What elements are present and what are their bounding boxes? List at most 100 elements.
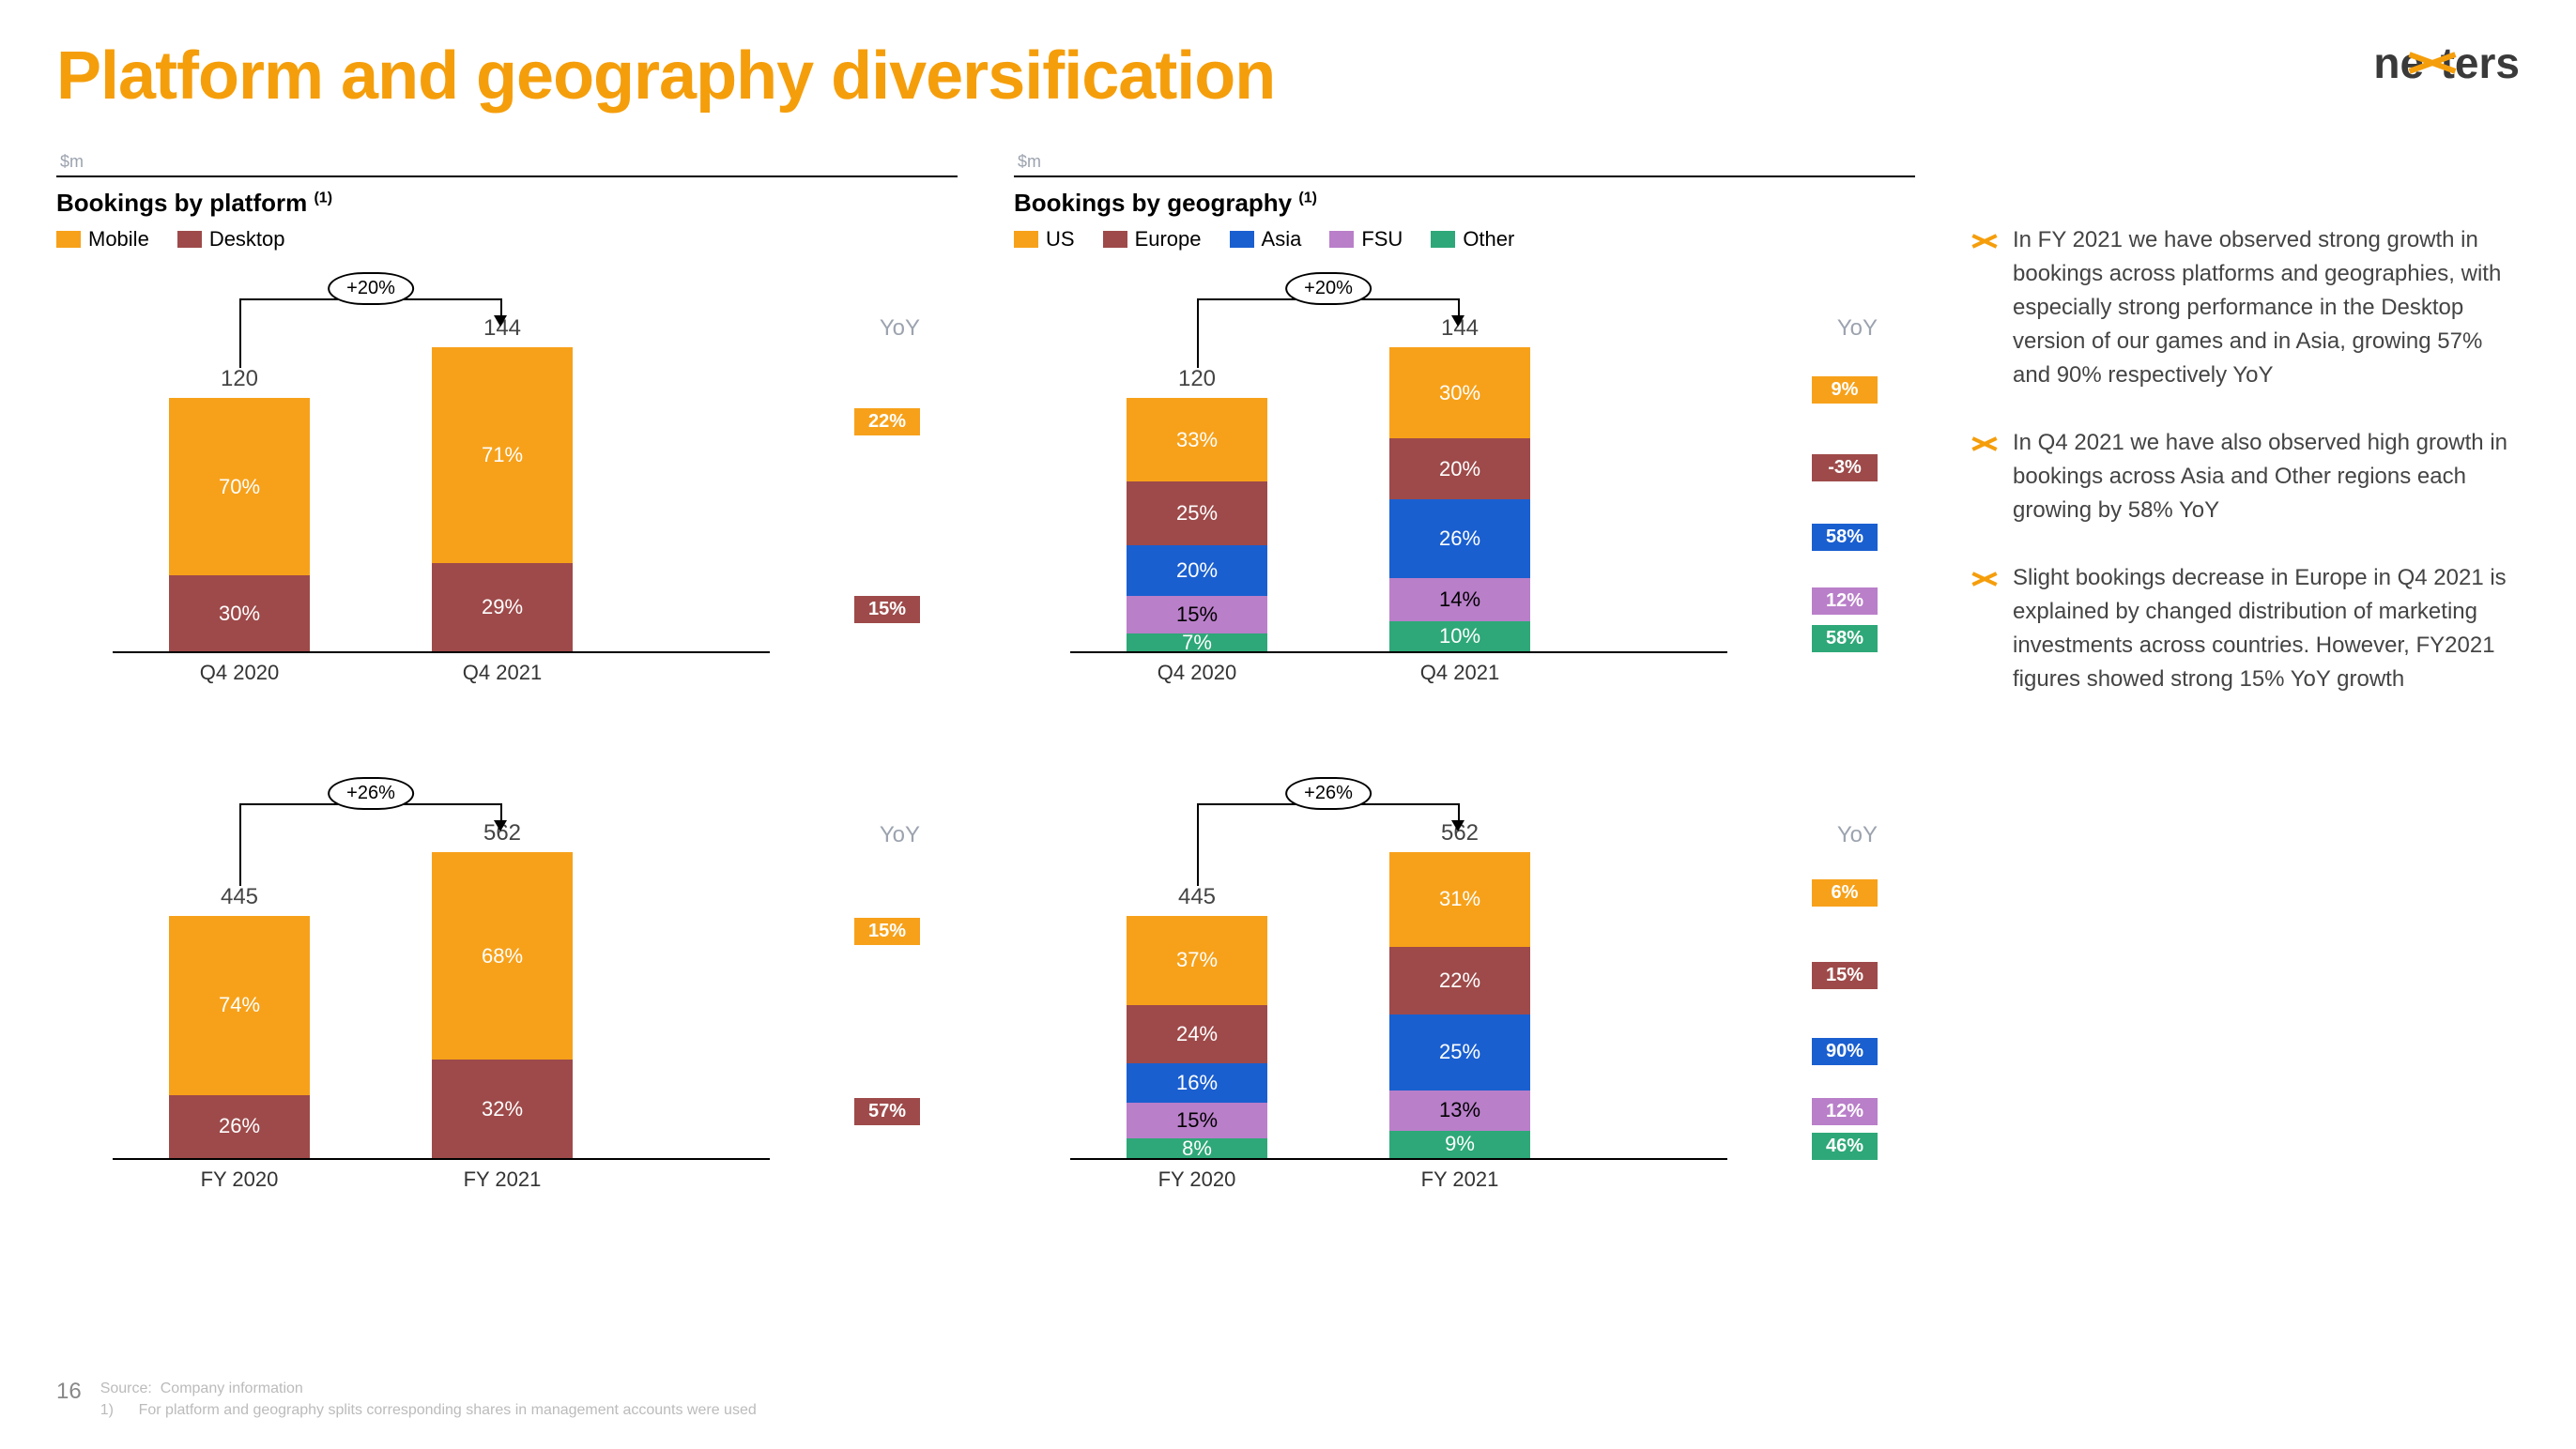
- legend-swatch: [177, 231, 202, 248]
- growth-label: +26%: [328, 777, 414, 810]
- bar-group: 14471%29%Q4 2021: [432, 347, 573, 651]
- footer: 16 Source: Company information 1) For pl…: [56, 1379, 757, 1421]
- platform-column: $m Bookings by platform (1) MobileDeskto…: [56, 152, 958, 1273]
- bar-segment: 20%: [1127, 545, 1267, 596]
- legend-label: FSU: [1361, 227, 1403, 252]
- chart-area: 44574%26%FY 202056268%32%FY 2021+26%: [113, 822, 770, 1160]
- legend-label: Asia: [1262, 227, 1302, 252]
- yoy-badge: 15%: [1812, 962, 1878, 989]
- bar-segment: 24%: [1127, 1005, 1267, 1063]
- yoy-badge: 58%: [1812, 524, 1878, 551]
- bar-group: 44537%24%16%15%8%FY 2020: [1127, 916, 1267, 1158]
- bar-xlabel: Q4 2021: [1389, 661, 1530, 685]
- bar-group: 12033%25%20%15%7%Q4 2020: [1127, 398, 1267, 651]
- legend-item: Mobile: [56, 227, 149, 252]
- divider: [56, 175, 958, 177]
- bar-total: 562: [1389, 820, 1530, 847]
- bar-segment: 16%: [1127, 1063, 1267, 1102]
- bar-total: 144: [432, 315, 573, 342]
- yoy-badge: 15%: [854, 596, 920, 623]
- bar-segment: 74%: [169, 916, 310, 1095]
- bar-segment: 70%: [169, 398, 310, 575]
- legend-label: Other: [1463, 227, 1514, 252]
- bar-group: 56231%22%25%13%9%FY 2021: [1389, 852, 1530, 1158]
- logo-post: ters: [2441, 38, 2520, 88]
- chart-area: 12070%30%Q4 202014471%29%Q4 2021+20%: [113, 315, 770, 653]
- legend-swatch: [1230, 231, 1254, 248]
- platform-subtitle: Bookings by platform (1): [56, 189, 958, 218]
- bullet-text: In Q4 2021 we have also observed high gr…: [2013, 426, 2520, 527]
- yoy-badge: 12%: [1812, 1098, 1878, 1125]
- bar-total: 445: [169, 884, 310, 910]
- legend-item: Desktop: [177, 227, 285, 252]
- bullet-text: Slight bookings decrease in Europe in Q4…: [2013, 561, 2520, 696]
- bar-segment: 33%: [1127, 398, 1267, 481]
- yoy-badge: 12%: [1812, 587, 1878, 615]
- yoy-badge: 90%: [1812, 1038, 1878, 1065]
- bullet-x-icon: [1971, 431, 1998, 457]
- platform-legend: Mobile Desktop: [56, 227, 958, 252]
- legend-item: Europe: [1103, 227, 1202, 252]
- yoy-badge: 22%: [854, 408, 920, 435]
- logo-pre: ne: [2373, 38, 2424, 88]
- chart-block: 44574%26%FY 2020 56268%32%FY 2021 +26% YoY 1…: [56, 766, 958, 1197]
- bar-total: 562: [432, 820, 573, 847]
- footer-note: For platform and geography splits corres…: [139, 1402, 757, 1418]
- bar-xlabel: FY 2020: [1127, 1167, 1267, 1192]
- geography-subtitle-text: Bookings by geography: [1014, 189, 1298, 217]
- bar-total: 120: [169, 366, 310, 392]
- bullet-x-icon: [1971, 228, 1998, 254]
- page-title: Platform and geography diversification: [56, 38, 1275, 114]
- legend-label: Mobile: [88, 227, 149, 252]
- yoy-badge: 6%: [1812, 879, 1878, 907]
- yoy-header: YoY: [880, 822, 920, 848]
- yoy-badge: 15%: [854, 918, 920, 945]
- geography-column: $m Bookings by geography (1) USEuropeAsi…: [1014, 152, 1915, 1273]
- bullet-text: In FY 2021 we have observed strong growt…: [2013, 223, 2520, 392]
- yoy-column: YoY9%-3%58%12%58%: [1756, 315, 1915, 653]
- bar-total: 445: [1127, 884, 1267, 910]
- legend-item: FSU: [1329, 227, 1403, 252]
- bar-segment: 29%: [432, 563, 573, 652]
- bar-segment: 8%: [1127, 1138, 1267, 1158]
- platform-subtitle-text: Bookings by platform: [56, 189, 314, 217]
- footer-source-label: Source:: [100, 1380, 152, 1396]
- bar-segment: 20%: [1389, 438, 1530, 499]
- bar-xlabel: Q4 2020: [169, 661, 310, 685]
- bullet-item: In FY 2021 we have observed strong growt…: [1971, 223, 2520, 392]
- legend-item: Other: [1431, 227, 1514, 252]
- bar-segment: 26%: [169, 1095, 310, 1158]
- legend-swatch: [1329, 231, 1354, 248]
- legend-swatch: [1431, 231, 1455, 248]
- footer-note-label: 1): [100, 1402, 114, 1418]
- bar-segment: 22%: [1389, 947, 1530, 1014]
- bullet-x-icon: [1971, 566, 1998, 592]
- geography-sup: (1): [1298, 190, 1317, 206]
- bar-segment: 9%: [1389, 1131, 1530, 1158]
- yoy-header: YoY: [1837, 822, 1878, 848]
- yoy-column: YoY22%15%: [798, 315, 958, 653]
- bullets-column: In FY 2021 we have observed strong growt…: [1971, 152, 2520, 1273]
- legend-label: US: [1046, 227, 1075, 252]
- bar-group: 12070%30%Q4 2020: [169, 398, 310, 651]
- bar-segment: 30%: [1389, 347, 1530, 438]
- bar-group: 14430%20%26%14%10%Q4 2021: [1389, 347, 1530, 651]
- yoy-column: YoY6%15%90%12%46%: [1756, 822, 1915, 1160]
- chart-area: 44537%24%16%15%8%FY 2020 56231%22%25%13%9…: [1070, 822, 1727, 1160]
- legend-item: US: [1014, 227, 1075, 252]
- bar-xlabel: FY 2021: [1389, 1167, 1530, 1192]
- bar-group: 44574%26%FY 2020: [169, 916, 310, 1158]
- geography-legend: US Europe Asia FSU Other: [1014, 227, 1915, 252]
- chart-block: 44537%24%16%15%8%FY 2020 56231%22%25%13%9…: [1014, 766, 1915, 1197]
- bar-segment: 15%: [1127, 1103, 1267, 1139]
- bar-segment: 68%: [432, 852, 573, 1060]
- bar-segment: 25%: [1127, 481, 1267, 545]
- yoy-badge: 58%: [1812, 625, 1878, 652]
- bar-segment: 7%: [1127, 633, 1267, 651]
- bar-group: 56268%32%FY 2021: [432, 852, 573, 1158]
- bar-segment: 15%: [1127, 596, 1267, 634]
- bar-segment: 31%: [1389, 852, 1530, 947]
- logo-x-icon: [2420, 38, 2445, 88]
- divider: [1014, 175, 1915, 177]
- bar-segment: 10%: [1389, 621, 1530, 651]
